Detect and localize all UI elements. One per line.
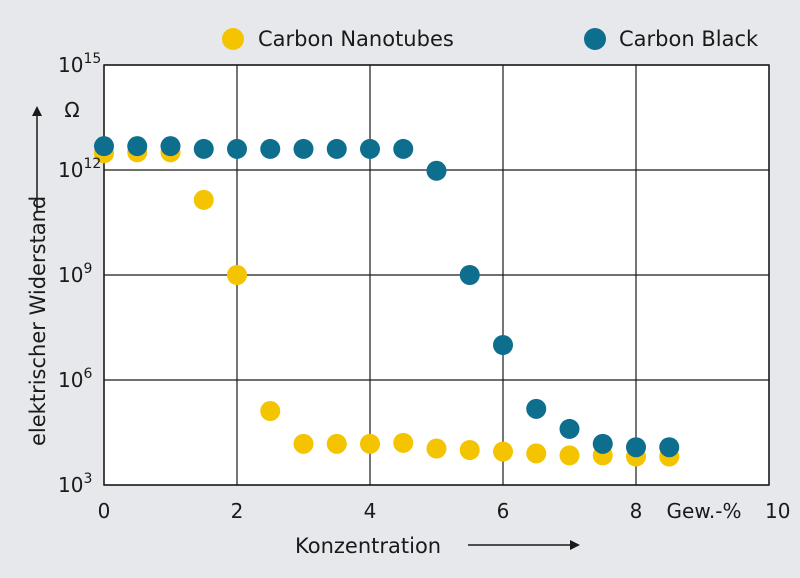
y-axis-unit: Ω	[64, 98, 79, 122]
data-point	[659, 437, 680, 458]
y-tick-label: 103	[58, 471, 92, 497]
data-point	[193, 138, 214, 159]
data-point	[260, 138, 281, 159]
data-point	[227, 138, 247, 159]
y-tick-label: 1015	[58, 51, 101, 77]
x-tick-label: 0	[98, 499, 111, 523]
data-point	[293, 138, 314, 159]
legend-label-carbon-black: Carbon Black	[619, 27, 759, 51]
data-point	[592, 433, 613, 454]
legend-label-carbon-nanotubes: Carbon Nanotubes	[258, 27, 454, 51]
data-point	[459, 440, 480, 460]
x-axis-title: Konzentration	[295, 534, 441, 558]
y-tick-labels: 103 106 109 1012 1015	[58, 51, 101, 497]
data-point	[493, 335, 513, 355]
data-points	[94, 136, 680, 467]
data-point	[360, 138, 380, 159]
data-point	[426, 160, 447, 181]
data-point	[526, 443, 547, 464]
data-point	[559, 445, 580, 466]
series-carbon-black	[94, 136, 680, 458]
data-point	[459, 265, 480, 285]
data-point	[127, 136, 148, 157]
data-point	[227, 265, 247, 285]
y-tick-label: 106	[58, 366, 92, 392]
legend: Carbon Nanotubes Carbon Black	[222, 27, 759, 51]
data-point	[260, 401, 281, 422]
data-point	[193, 189, 214, 210]
x-tick-label: 8	[630, 499, 643, 523]
legend-marker-carbon-nanotubes	[222, 28, 244, 50]
y-tick-label: 1012	[58, 156, 101, 182]
data-point	[393, 138, 414, 159]
data-point	[393, 432, 414, 453]
x-tick-label: 4	[364, 499, 377, 523]
x-tick-label: 2	[231, 499, 244, 523]
legend-marker-carbon-black	[584, 28, 606, 50]
x-tick-label: 6	[497, 499, 510, 523]
data-point	[94, 136, 114, 157]
x-axis-unit: Gew.-%	[667, 499, 742, 523]
data-point	[160, 136, 181, 157]
data-point	[426, 438, 447, 459]
data-point	[293, 433, 314, 454]
data-point	[326, 138, 347, 159]
x-tick-label: 10	[765, 499, 790, 523]
data-point	[326, 433, 347, 454]
data-point	[626, 437, 646, 458]
plot-area-border	[103, 64, 770, 486]
y-axis-title: elektrischer Widerstand	[26, 196, 50, 446]
data-point	[360, 433, 380, 454]
data-point	[493, 441, 513, 462]
x-tick-labels: 0 2 4 6 8 10	[98, 499, 791, 523]
data-point	[526, 398, 547, 419]
data-point	[559, 418, 580, 439]
y-tick-label: 109	[58, 261, 92, 287]
